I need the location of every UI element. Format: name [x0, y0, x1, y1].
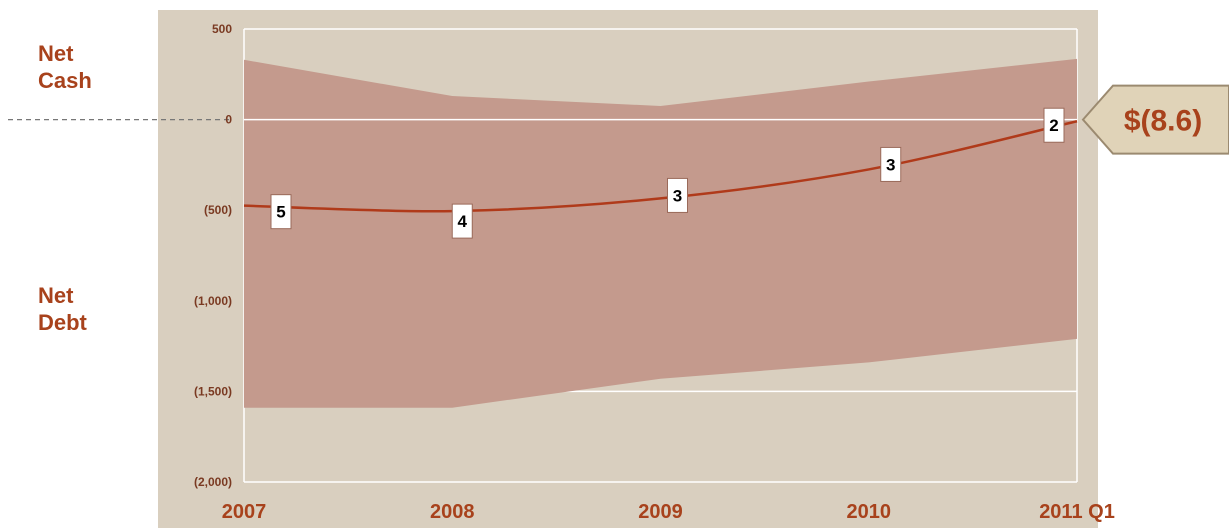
net-debt-line — [243, 120, 1078, 213]
point-markers: 5 4 3 3 2 — [270, 107, 1065, 239]
rank-marker-label: 3 — [886, 155, 895, 174]
net-cash-label: Net Cash — [38, 41, 92, 93]
x-tick-label: 2010 — [847, 501, 892, 523]
value-callout: $(8.6) — [1081, 84, 1229, 155]
rank-marker-label: 2 — [1049, 116, 1058, 135]
callout-value: $(8.6) — [1124, 105, 1202, 138]
rank-marker-box — [1043, 107, 1065, 143]
y-tick-label: 500 — [212, 22, 232, 36]
rank-marker-box — [270, 194, 292, 230]
y-tick-label: 0 — [225, 113, 232, 127]
x-tick-label: 2008 — [430, 501, 475, 523]
axis-labels: 500 0 (500) (1,000) (1,500) (2,000) 2007 2008 20… — [194, 22, 1115, 523]
x-tick-label: 2007 — [222, 501, 267, 523]
y-tick-label: (1,500) — [194, 384, 232, 398]
y-tick-label: (500) — [204, 203, 232, 217]
y-tick-label: (2,000) — [194, 475, 232, 489]
x-tick-label: 2011 Q1 — [1039, 501, 1115, 523]
rank-marker-label: 5 — [276, 203, 285, 222]
rank-marker-label: 3 — [673, 186, 682, 205]
x-tick-label: 2009 — [638, 501, 683, 523]
y-tick-label: (1,000) — [194, 294, 232, 308]
rank-marker-box — [451, 203, 473, 239]
rank-marker-box — [667, 177, 688, 213]
net-debt-label: Net Debt — [38, 283, 87, 335]
rank-marker-box — [880, 146, 902, 182]
callout-arrow-box — [1081, 84, 1229, 155]
rank-marker-label: 4 — [458, 212, 468, 231]
range-band — [244, 58, 1077, 408]
